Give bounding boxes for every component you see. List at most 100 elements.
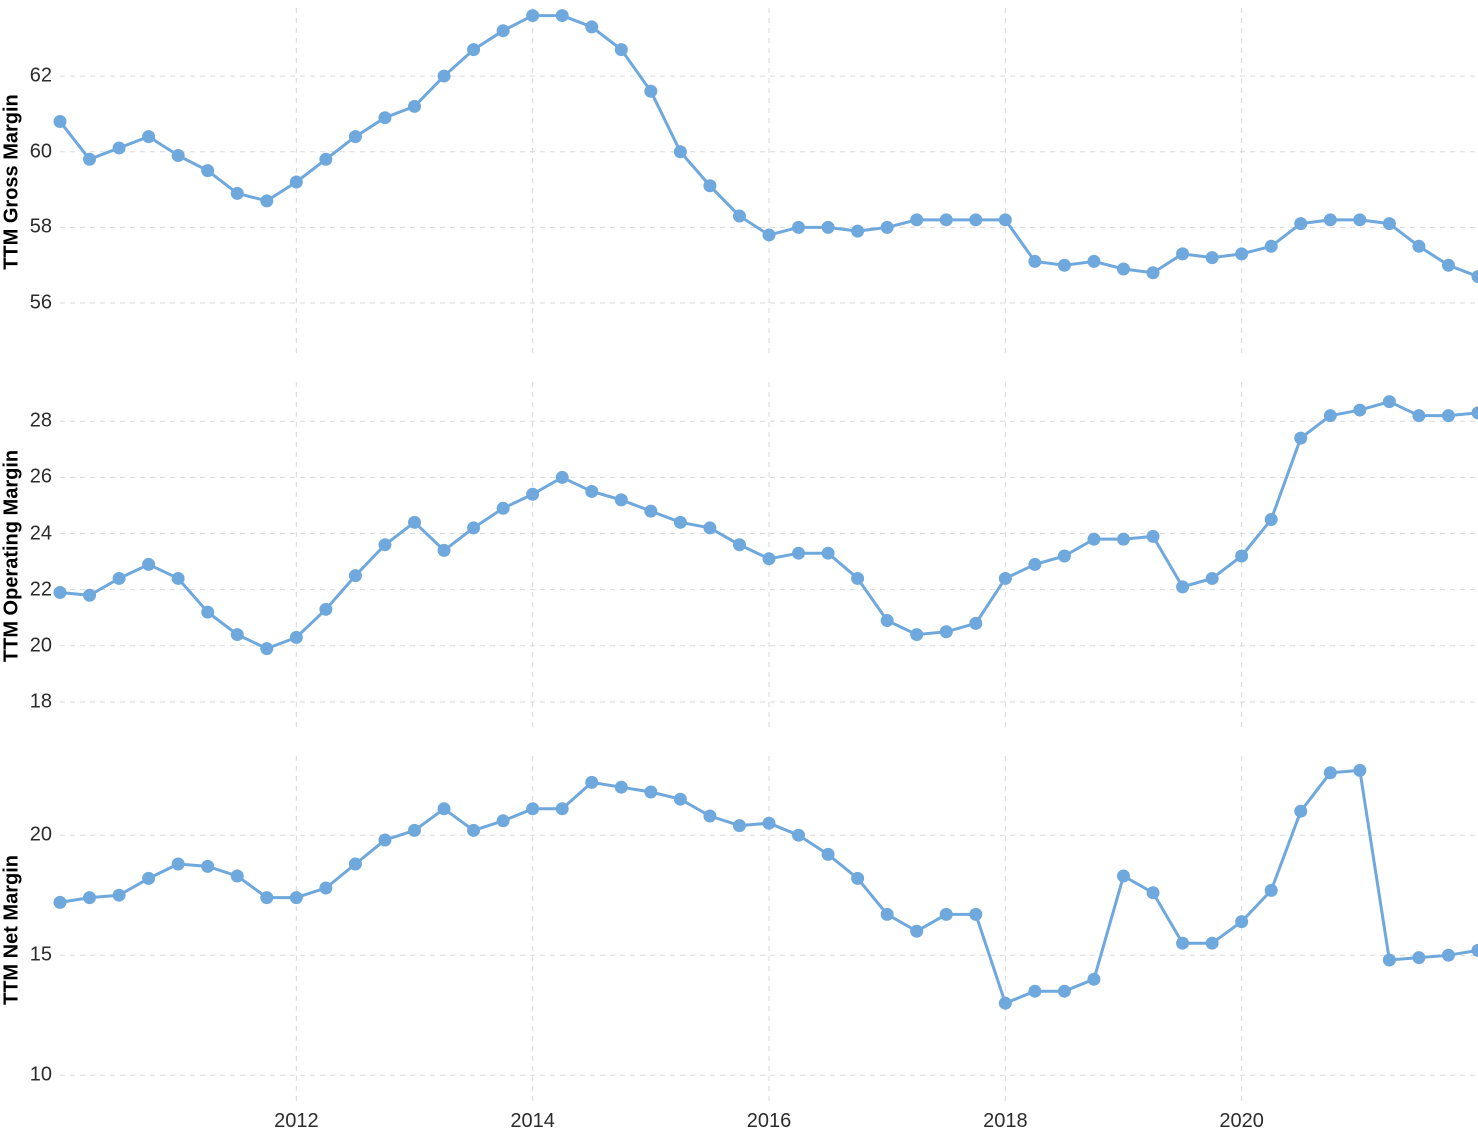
data-point	[172, 572, 184, 584]
data-point	[1118, 263, 1130, 275]
data-point	[497, 815, 509, 827]
panel-gross	[60, 8, 1478, 356]
data-point	[113, 572, 125, 584]
data-point	[54, 115, 66, 127]
data-point	[881, 615, 893, 627]
data-point	[468, 44, 480, 56]
data-point	[704, 180, 716, 192]
data-point	[379, 539, 391, 551]
data-point	[468, 824, 480, 836]
data-point	[1383, 218, 1395, 230]
data-point	[674, 516, 686, 528]
data-point	[468, 522, 480, 534]
data-point	[940, 214, 952, 226]
data-point	[556, 471, 568, 483]
data-point	[940, 908, 952, 920]
data-point	[1029, 558, 1041, 570]
data-point	[586, 485, 598, 497]
data-point	[1147, 530, 1159, 542]
data-point	[1265, 514, 1277, 526]
data-point	[940, 626, 952, 638]
data-point	[1354, 404, 1366, 416]
data-point	[349, 858, 361, 870]
data-point	[556, 10, 568, 22]
data-point	[1413, 952, 1425, 964]
data-point	[1295, 805, 1307, 817]
data-point	[379, 834, 391, 846]
data-point	[202, 606, 214, 618]
xtick-label: 2014	[510, 1110, 555, 1133]
data-point	[615, 781, 627, 793]
panel-svg-net	[60, 756, 1478, 1104]
ylabel-operating: TTM Operating Margin	[1, 450, 24, 662]
data-point	[143, 131, 155, 143]
data-point	[763, 553, 775, 565]
ytick-label: 28	[0, 410, 52, 433]
data-point	[1118, 533, 1130, 545]
data-point	[645, 786, 657, 798]
data-point	[1265, 884, 1277, 896]
data-point	[1147, 887, 1159, 899]
data-point	[1324, 214, 1336, 226]
data-point	[674, 146, 686, 158]
xtick-label: 2016	[747, 1110, 792, 1133]
data-point	[527, 488, 539, 500]
data-point	[349, 570, 361, 582]
data-point	[911, 925, 923, 937]
data-point	[733, 820, 745, 832]
data-point	[999, 214, 1011, 226]
data-point	[54, 896, 66, 908]
data-point	[438, 803, 450, 815]
data-point	[1413, 240, 1425, 252]
data-point	[733, 210, 745, 222]
data-point	[970, 617, 982, 629]
data-point	[1206, 937, 1218, 949]
data-point	[497, 25, 509, 37]
data-point	[409, 516, 421, 528]
data-point	[1206, 572, 1218, 584]
data-point	[1324, 767, 1336, 779]
data-point	[1058, 550, 1070, 562]
panel-svg-gross	[60, 8, 1478, 356]
data-point	[733, 539, 745, 551]
data-point	[763, 229, 775, 241]
data-point	[793, 547, 805, 559]
data-point	[1177, 248, 1189, 260]
data-point	[143, 872, 155, 884]
data-point	[556, 803, 568, 815]
data-point	[1058, 985, 1070, 997]
chart-container: 56586062TTM Gross Margin182022242628TTM …	[0, 0, 1478, 1128]
data-point	[172, 150, 184, 162]
ylabel-net: TTM Net Margin	[1, 855, 24, 1005]
data-point	[290, 631, 302, 643]
data-point	[349, 131, 361, 143]
data-point	[202, 165, 214, 177]
data-point	[1236, 550, 1248, 562]
data-point	[881, 908, 893, 920]
data-point	[1324, 410, 1336, 422]
data-point	[231, 870, 243, 882]
data-point	[822, 547, 834, 559]
data-point	[1088, 533, 1100, 545]
data-point	[84, 892, 96, 904]
data-point	[1383, 954, 1395, 966]
data-point	[970, 908, 982, 920]
data-point	[852, 872, 864, 884]
data-point	[54, 586, 66, 598]
data-point	[320, 153, 332, 165]
data-point	[1058, 259, 1070, 271]
data-point	[290, 892, 302, 904]
data-point	[379, 112, 391, 124]
data-point	[1472, 407, 1478, 419]
data-point	[586, 776, 598, 788]
data-point	[438, 70, 450, 82]
data-point	[999, 997, 1011, 1009]
data-point	[1088, 973, 1100, 985]
data-point	[1354, 214, 1366, 226]
ylabel-gross: TTM Gross Margin	[1, 94, 24, 270]
data-point	[84, 589, 96, 601]
data-point	[911, 214, 923, 226]
data-point	[409, 100, 421, 112]
data-point	[1206, 252, 1218, 264]
data-point	[290, 176, 302, 188]
